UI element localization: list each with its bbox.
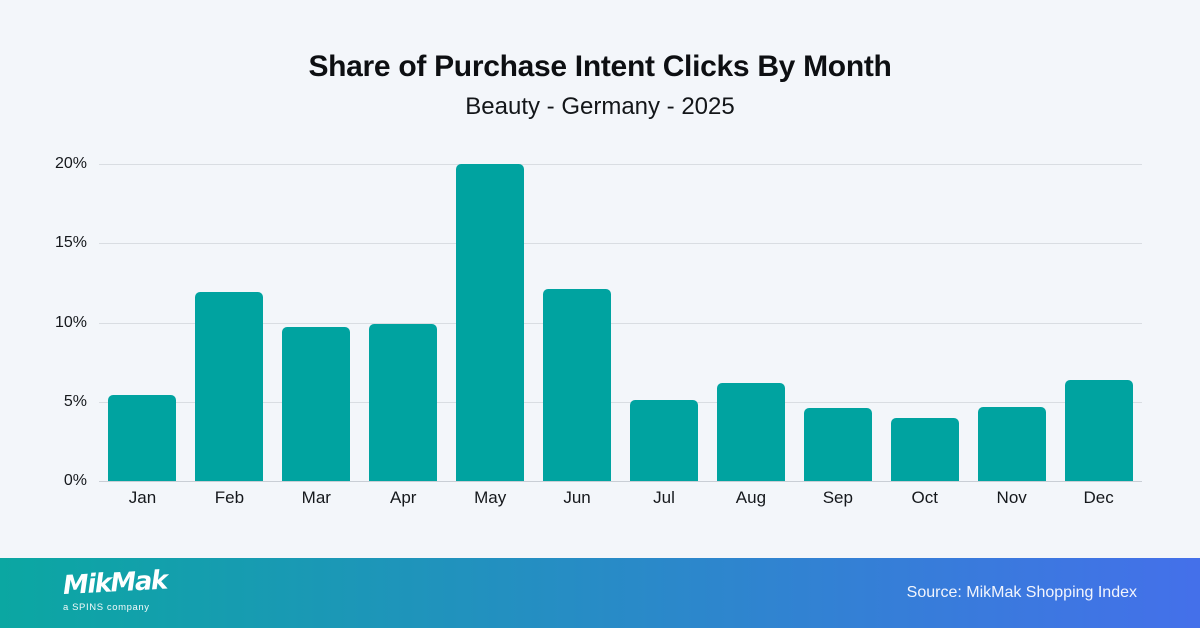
bar-slot-jan: Jan bbox=[99, 164, 186, 507]
x-axis-tick-label: May bbox=[474, 488, 507, 507]
bar-slot-apr: Apr bbox=[360, 164, 447, 507]
bar-jul bbox=[629, 400, 698, 481]
bar-jan bbox=[108, 395, 177, 481]
gridline-5 bbox=[99, 401, 1142, 403]
bar-slot-may: May bbox=[447, 164, 534, 507]
bar-mar bbox=[282, 327, 351, 481]
bar-feb bbox=[195, 292, 264, 481]
x-axis-tick-label: Mar bbox=[301, 488, 331, 507]
bar-slot-jul: Jul bbox=[621, 164, 708, 507]
y-axis-tick-label: 15% bbox=[54, 234, 87, 252]
x-axis-tick-label: Oct bbox=[911, 488, 938, 507]
y-axis-tick-label: 10% bbox=[54, 313, 87, 331]
gridline-20 bbox=[99, 164, 1142, 165]
bar-may bbox=[456, 164, 525, 481]
bar-chart-plot-area: 20% 15% 10% 5% 0% Jan Feb Mar Apr May Jun Jul Aug Se… bbox=[55, 155, 1142, 507]
source-attribution: Source: MikMak Shopping Index bbox=[906, 584, 1137, 601]
bar-slot-feb: Feb bbox=[186, 164, 273, 507]
bar-slot-aug: Aug bbox=[707, 164, 794, 507]
x-axis-tick-label: Jan bbox=[128, 488, 157, 507]
x-axis-tick-label: Jul bbox=[653, 488, 675, 507]
x-axis-tick-label: Feb bbox=[214, 488, 245, 507]
bar-slot-dec: Dec bbox=[1055, 164, 1142, 507]
bar-apr bbox=[369, 324, 438, 481]
y-axis-tick-label: 5% bbox=[63, 392, 87, 410]
bar-jun bbox=[543, 289, 612, 481]
x-axis-tick-label: Aug bbox=[735, 488, 767, 507]
bar-dec bbox=[1064, 379, 1133, 481]
x-axis-tick-label: Jun bbox=[563, 488, 591, 507]
x-axis-tick-label: Sep bbox=[822, 488, 853, 507]
x-axis-tick-label: Nov bbox=[996, 488, 1027, 507]
bar-slot-mar: Mar bbox=[273, 164, 360, 507]
x-axis-tick-label: Apr bbox=[389, 488, 417, 507]
y-axis-tick-label: 0% bbox=[63, 472, 87, 489]
x-axis-tick-label: Dec bbox=[1083, 488, 1114, 507]
bar-slot-nov: Nov bbox=[968, 164, 1055, 507]
mikmak-logo-wordmark: MikMak bbox=[62, 565, 168, 602]
gridline-10 bbox=[99, 322, 1142, 324]
chart-subtitle: Beauty - Germany - 2025 bbox=[465, 93, 735, 120]
chart-title: Share of Purchase Intent Clicks By Month bbox=[308, 50, 892, 83]
bar-slot-sep: Sep bbox=[794, 164, 881, 507]
bar-sep bbox=[803, 408, 872, 481]
bar-slot-oct: Oct bbox=[881, 164, 968, 507]
gridline-0 bbox=[99, 481, 1142, 482]
bar-nov bbox=[977, 406, 1046, 481]
gridline-15 bbox=[99, 243, 1142, 245]
bar-oct bbox=[890, 417, 959, 481]
footer-bar: MikMak a SPINS company Source: MikMak Sh… bbox=[0, 558, 1200, 628]
mikmak-logo: MikMak a SPINS company bbox=[62, 566, 167, 614]
chart-header: Share of Purchase Intent Clicks By Month… bbox=[0, 50, 1200, 121]
bars-row: Jan Feb Mar Apr May Jun Jul Aug Sep Oct Nov Dec bbox=[99, 164, 1142, 507]
bar-aug bbox=[716, 382, 785, 481]
bar-slot-jun: Jun bbox=[534, 164, 621, 507]
mikmak-logo-tagline: a SPINS company bbox=[63, 602, 150, 614]
y-axis-tick-label: 20% bbox=[54, 155, 87, 172]
